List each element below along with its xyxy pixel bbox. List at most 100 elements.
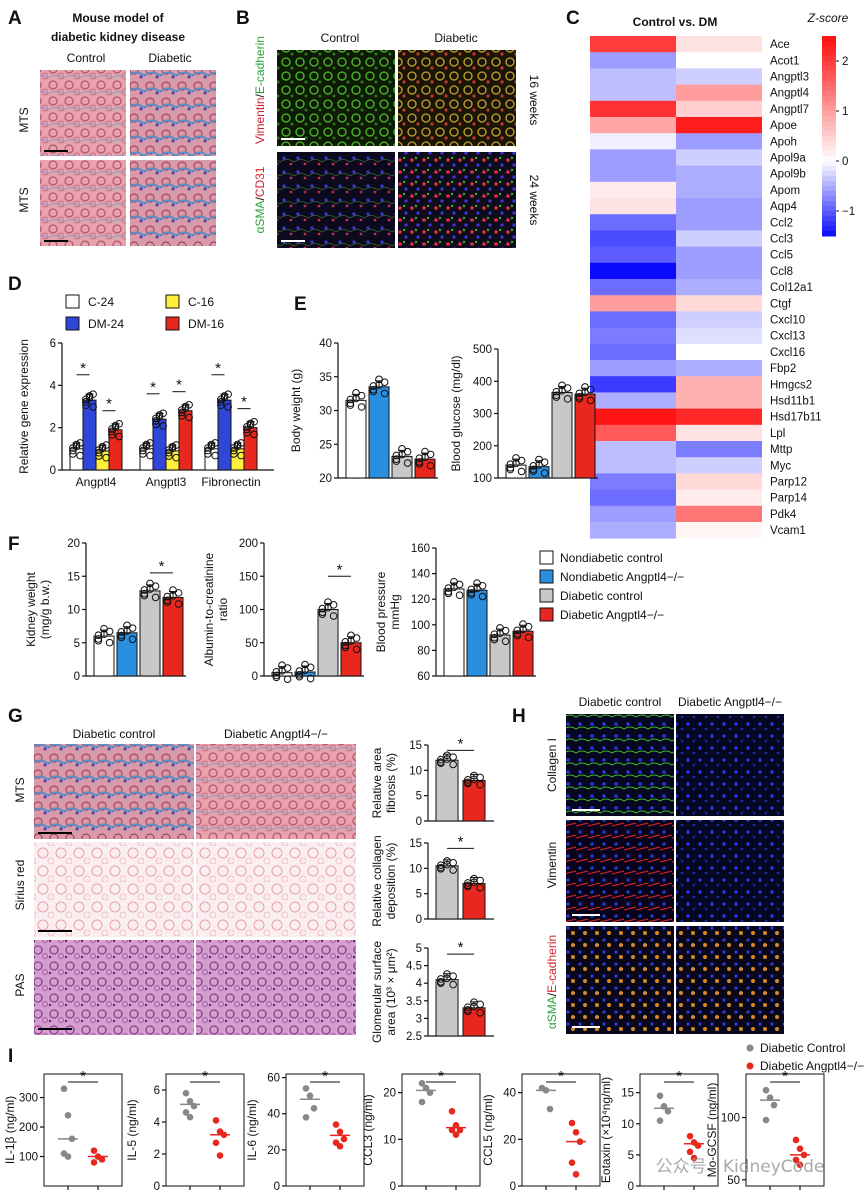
data-point <box>336 1128 344 1136</box>
bar <box>443 588 465 677</box>
data-point <box>437 758 445 766</box>
data-point <box>301 660 309 669</box>
bar <box>116 632 138 677</box>
heatmap-cell <box>676 392 762 409</box>
data-point <box>341 641 350 650</box>
data-point <box>426 461 435 470</box>
stain-sep: / <box>253 93 267 97</box>
heatmap-cell <box>676 133 762 150</box>
data-point <box>346 399 355 408</box>
data-point <box>230 444 238 452</box>
panel-letter: E <box>294 294 307 315</box>
significance-star: * <box>106 396 112 413</box>
data-point <box>415 454 424 462</box>
data-point <box>82 401 90 410</box>
data-point <box>392 455 401 464</box>
heatmap-cell <box>590 505 676 523</box>
y-tick-label: 2 <box>154 1149 160 1161</box>
heatmap-cell <box>590 343 676 361</box>
data-point <box>128 635 137 644</box>
heatmap-cell <box>676 52 762 69</box>
data-point <box>95 446 103 454</box>
legend-label: Diabetic Angptl4−/− <box>760 1059 864 1073</box>
panel-g-col-b: Diabetic Angptl4−/− <box>224 727 328 741</box>
data-point <box>318 604 327 613</box>
heatmap-row-label: Angptl7 <box>770 104 809 116</box>
data-point <box>152 417 160 425</box>
data-point <box>444 584 453 592</box>
heatmap-row-label: Mttp <box>770 444 792 456</box>
data-point <box>250 417 258 426</box>
data-point <box>476 1008 484 1017</box>
data-point <box>165 452 173 460</box>
bar <box>551 392 573 479</box>
panel-g-row1: MTS <box>13 777 27 802</box>
data-point <box>476 876 484 885</box>
legend-swatch <box>65 316 80 331</box>
legend-label: Diabetic control <box>560 589 643 603</box>
y-tick-label: 200 <box>239 538 258 550</box>
colorbar-segment <box>822 61 836 67</box>
data-point <box>332 1121 340 1128</box>
data-point <box>792 1156 800 1164</box>
data-point <box>467 589 476 597</box>
data-point <box>185 413 193 422</box>
colorbar-segment <box>822 131 836 137</box>
heatmap-cell <box>590 149 676 166</box>
data-point <box>449 972 457 980</box>
colorbar-segment <box>822 216 836 222</box>
data-point <box>519 620 527 628</box>
data-point <box>159 409 167 418</box>
y-axis-label: Kidney weight <box>24 571 38 646</box>
data-point <box>152 420 160 429</box>
data-point <box>90 1147 98 1154</box>
y-tick-label: 10 <box>621 1119 634 1131</box>
heatmap-cell <box>590 246 676 264</box>
heatmap-cell <box>676 149 762 166</box>
colorbar-segment <box>822 176 836 182</box>
heatmap-cell <box>676 408 762 426</box>
data-point <box>105 638 114 647</box>
y-axis-label: Glomerular surface <box>370 941 384 1043</box>
scatter-chart-i2: 0 2 4 6 IL-5 (ng/ml) * <box>125 1068 245 1193</box>
y-tick-label: 150 <box>239 571 258 583</box>
micrograph-h-vimentin-control <box>566 820 674 922</box>
panel-g-col-a: Diabetic control <box>73 727 156 741</box>
data-point <box>444 587 453 596</box>
y-tick-label: 400 <box>473 376 492 388</box>
data-point <box>250 430 258 439</box>
micrograph-h-asma-ko <box>676 926 784 1034</box>
significance-star: * <box>676 1068 682 1085</box>
data-point <box>392 451 401 460</box>
data-point <box>318 608 327 617</box>
data-point <box>437 863 445 872</box>
panel-b: B Control Diabetic Vimentin/E-cadherin α… <box>236 8 541 248</box>
y-tick-label: 100 <box>411 620 430 632</box>
heatmap-row-label: Pdk4 <box>770 509 797 521</box>
heatmap-row-label: Cxcl16 <box>770 347 805 359</box>
data-point <box>455 591 464 600</box>
y-tick-label: 100 <box>473 473 492 485</box>
panel-letter: B <box>236 8 250 29</box>
heatmap-cell <box>590 295 676 312</box>
heatmap-row-label: Parp12 <box>770 477 807 489</box>
stain-e-cadherin: E-cadherin <box>253 36 267 94</box>
data-point <box>506 464 515 472</box>
colorbar-segment <box>822 151 836 157</box>
heatmap-cell <box>676 36 762 53</box>
heatmap-cell <box>590 68 676 85</box>
data-point <box>310 1105 318 1112</box>
data-point <box>796 1145 804 1152</box>
data-point <box>656 1092 664 1100</box>
data-point <box>352 389 360 397</box>
colorbar-segment <box>822 71 836 77</box>
y-axis-label: ratio <box>216 598 230 622</box>
data-point <box>452 1131 460 1138</box>
data-point <box>329 612 338 620</box>
chart-e-body-weight: 20 25 30 35 40 Body weight (g) <box>289 338 438 485</box>
data-point <box>306 674 315 683</box>
heatmap-row-label: Ccl8 <box>770 266 793 278</box>
heatmap-row-label: Apoe <box>770 120 797 132</box>
